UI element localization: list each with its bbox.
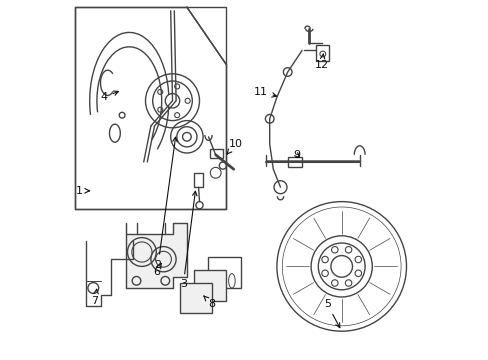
Text: 3: 3 bbox=[180, 191, 197, 289]
Bar bbox=[287, 157, 302, 167]
Text: 8: 8 bbox=[203, 296, 215, 309]
Text: 6: 6 bbox=[152, 264, 161, 277]
Circle shape bbox=[165, 94, 179, 108]
Text: 1: 1 bbox=[76, 186, 89, 196]
Polygon shape bbox=[194, 270, 226, 301]
Text: 11: 11 bbox=[253, 87, 276, 97]
Text: 4: 4 bbox=[101, 91, 118, 102]
Text: 10: 10 bbox=[226, 139, 242, 154]
Bar bbox=[316, 45, 328, 61]
Polygon shape bbox=[179, 283, 212, 313]
Bar bbox=[194, 173, 203, 187]
Text: 5: 5 bbox=[323, 299, 339, 328]
Text: 2: 2 bbox=[154, 137, 177, 270]
Bar bbox=[210, 149, 223, 158]
Polygon shape bbox=[125, 223, 186, 288]
Text: 9: 9 bbox=[292, 150, 300, 160]
Text: 12: 12 bbox=[314, 54, 328, 70]
Text: 7: 7 bbox=[91, 289, 99, 306]
